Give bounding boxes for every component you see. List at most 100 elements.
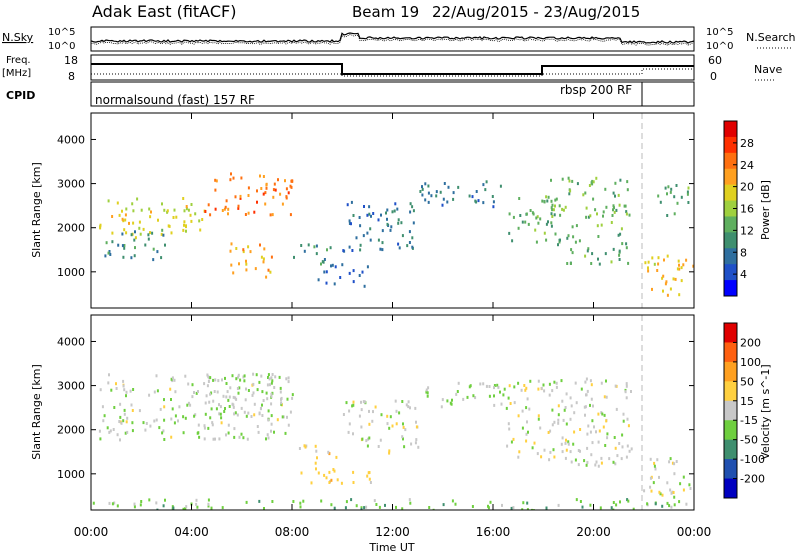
power-data-cell bbox=[247, 211, 250, 215]
velocity-data-cell bbox=[267, 418, 270, 422]
velocity-data-cell bbox=[679, 482, 682, 486]
power-data-cell bbox=[254, 267, 257, 271]
velocity-data-cell bbox=[675, 460, 678, 463]
velocity-data-cell bbox=[466, 395, 469, 399]
velocity-colorbar-segment bbox=[724, 478, 737, 499]
velocity-data-cell bbox=[561, 399, 564, 403]
power-colorbar-segment bbox=[724, 216, 737, 233]
power-data-cell bbox=[199, 228, 202, 232]
velocity-ytick-label: 2000 bbox=[57, 424, 85, 437]
velocity-data-cell bbox=[600, 461, 603, 465]
time-tick-label: 16:00 bbox=[476, 525, 511, 539]
velocity-data-cell bbox=[163, 418, 166, 422]
velocity-data-cell bbox=[543, 448, 546, 452]
velocity-data-cell bbox=[561, 436, 564, 440]
power-data-cell bbox=[269, 213, 272, 217]
power-data-cell bbox=[572, 235, 575, 239]
power-data-cell bbox=[524, 220, 527, 224]
power-data-cell bbox=[355, 236, 358, 240]
power-data-cell bbox=[674, 277, 677, 281]
power-ytick-label: 4000 bbox=[57, 133, 85, 146]
velocity-data-cell bbox=[669, 488, 672, 492]
power-data-cell bbox=[152, 247, 155, 251]
velocity-data-cell bbox=[649, 457, 652, 461]
velocity-data-cell bbox=[441, 398, 444, 402]
power-data-cell bbox=[555, 197, 558, 201]
velocity-data-cell bbox=[209, 416, 212, 420]
power-data-cell bbox=[550, 224, 553, 228]
power-colorbar-tick-label: 16 bbox=[740, 203, 754, 216]
velocity-data-cell bbox=[252, 372, 255, 376]
power-data-cell bbox=[669, 190, 672, 194]
power-data-cell bbox=[183, 223, 185, 227]
velocity-data-cell bbox=[235, 397, 238, 401]
velocity-data-cell bbox=[527, 430, 529, 434]
velocity-data-cell bbox=[122, 384, 125, 388]
noise-left-tick-top: 10^5 bbox=[48, 27, 75, 38]
power-data-cell bbox=[235, 247, 238, 250]
power-data-cell bbox=[670, 187, 673, 191]
velocity-data-cell bbox=[328, 452, 331, 456]
power-data-cell bbox=[122, 255, 125, 259]
velocity-colorbar-tick-label: -15 bbox=[740, 414, 758, 427]
power-data-cell bbox=[303, 249, 306, 253]
power-data-cell bbox=[348, 222, 351, 225]
velocity-data-cell bbox=[628, 449, 631, 453]
velocity-data-cell bbox=[394, 399, 397, 403]
power-data-cell bbox=[676, 267, 679, 271]
velocity-data-cell bbox=[517, 455, 520, 459]
power-data-cell bbox=[221, 209, 224, 212]
velocity-data-cell bbox=[270, 381, 273, 385]
power-data-cell bbox=[121, 244, 124, 248]
power-data-cell bbox=[554, 198, 557, 202]
power-data-cell bbox=[662, 274, 665, 278]
velocity-data-cell bbox=[417, 445, 420, 449]
velocity-data-cell bbox=[404, 428, 407, 432]
power-data-cell bbox=[279, 192, 282, 196]
velocity-data-cell bbox=[210, 407, 213, 411]
power-data-cell bbox=[152, 258, 155, 262]
power-data-cell bbox=[585, 215, 588, 219]
power-data-cell bbox=[307, 243, 310, 247]
velocity-data-cell bbox=[131, 421, 134, 425]
power-data-cell bbox=[244, 213, 247, 216]
power-data-cell bbox=[394, 202, 397, 206]
power-data-cell bbox=[366, 213, 369, 217]
power-data-cell bbox=[151, 231, 154, 235]
velocity-ytick-label: 3000 bbox=[57, 380, 85, 393]
velocity-data-cell bbox=[255, 373, 258, 377]
velocity-data-cell bbox=[323, 473, 326, 477]
velocity-data-cell bbox=[227, 423, 230, 427]
power-colorbar-segment bbox=[724, 152, 737, 170]
velocity-data-cell bbox=[506, 444, 509, 448]
power-data-cell bbox=[300, 244, 303, 247]
power-data-cell bbox=[99, 226, 102, 230]
velocity-data-cell bbox=[402, 437, 404, 441]
velocity-data-cell bbox=[672, 491, 675, 494]
velocity-data-cell bbox=[614, 446, 617, 450]
power-data-cell bbox=[281, 202, 284, 206]
velocity-data-cell bbox=[689, 487, 692, 490]
velocity-data-cell bbox=[336, 478, 339, 482]
power-data-cell bbox=[368, 212, 371, 216]
velocity-data-cell bbox=[401, 400, 404, 403]
velocity-data-cell bbox=[291, 396, 294, 400]
power-data-cell bbox=[627, 261, 630, 265]
power-data-cell bbox=[664, 282, 667, 286]
power-data-cell bbox=[666, 214, 669, 217]
velocity-colorbar-tick-label: 200 bbox=[740, 336, 761, 349]
velocity-data-cell bbox=[231, 402, 234, 406]
velocity-data-cell bbox=[536, 452, 539, 456]
velocity-data-cell bbox=[626, 444, 629, 448]
power-data-cell bbox=[612, 204, 615, 208]
power-data-cell bbox=[557, 243, 559, 247]
velocity-data-cell bbox=[488, 385, 491, 388]
power-data-cell bbox=[618, 203, 621, 207]
power-data-cell bbox=[352, 214, 355, 217]
velocity-data-cell bbox=[401, 507, 404, 510]
velocity-data-cell bbox=[161, 431, 164, 435]
power-colorbar-segment bbox=[724, 136, 737, 154]
velocity-data-cell bbox=[139, 503, 142, 507]
velocity-data-cell bbox=[575, 401, 578, 405]
power-data-cell bbox=[424, 198, 427, 202]
